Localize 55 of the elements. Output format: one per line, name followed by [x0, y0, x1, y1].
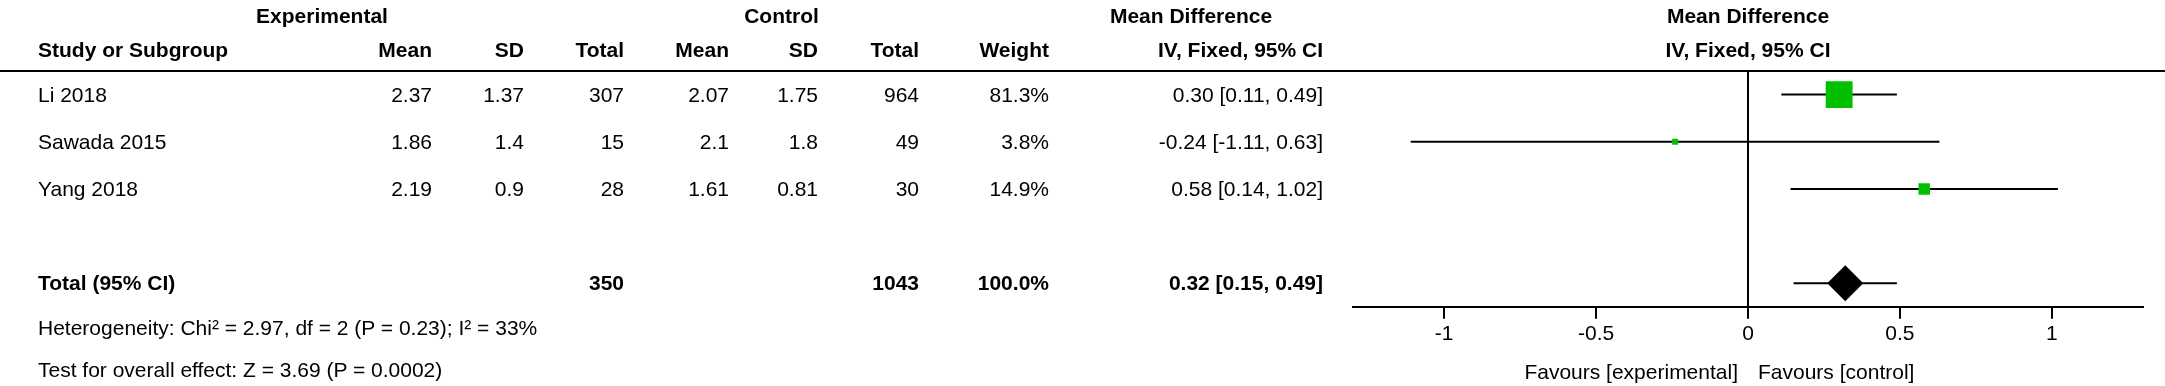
category-label: Li 2018: [38, 82, 107, 106]
text: Heterogeneity: Chi² = 2.97, df = 2 (P = 0.23); I² = 33%: [38, 316, 538, 341]
chart-title: Mean Difference: [1666, 4, 1830, 28]
text: 28: [600, 176, 624, 200]
category-label: IV, Fixed, 95% CI: [1158, 38, 1323, 62]
text: Favours [experimental]: [1524, 359, 1738, 383]
text: Control: [744, 4, 819, 28]
category-label: Total: [870, 38, 919, 62]
chart-subtitle: IV, Fixed, 95% CI: [1665, 38, 1831, 62]
text: 350: [588, 271, 624, 295]
text: 1.75: [777, 82, 818, 106]
x-tick-label: 0: [1742, 321, 1754, 345]
category-label: Sawada 2015: [38, 129, 167, 153]
text: 0.9: [494, 176, 524, 200]
text: 2.37: [391, 82, 432, 106]
category-label: Total: [575, 38, 624, 62]
x-tick-label: 0.5: [1885, 321, 1915, 345]
text: 964: [883, 82, 919, 106]
text: 30: [895, 176, 919, 200]
text: 14.9%: [989, 176, 1049, 200]
x-tick-label: 1: [2046, 321, 2058, 345]
text: -0.24 [-1.11, 0.63]: [1158, 129, 1323, 153]
text: 0.30 [0.11, 0.49]: [1172, 82, 1323, 106]
text: 307: [588, 82, 624, 106]
x-tick-label: -0.5: [1577, 321, 1615, 345]
text: 49: [895, 129, 919, 153]
text: 1.86: [391, 129, 432, 153]
text: 1.61: [688, 176, 729, 200]
category-label: Mean: [378, 38, 432, 62]
text: 2.07: [688, 82, 729, 106]
text: 81.3%: [989, 82, 1049, 106]
text: 3.8%: [1001, 129, 1049, 153]
text: Mean Difference: [1109, 4, 1273, 28]
category-label: Total (95% CI): [38, 271, 176, 295]
text: 1043: [872, 271, 919, 295]
text: 0.32 [0.15, 0.49]: [1168, 271, 1323, 295]
category-label: SD: [494, 38, 524, 62]
text: 100.0%: [977, 271, 1049, 295]
category-label: Weight: [979, 38, 1049, 62]
x-tick-label: -1: [1434, 321, 1454, 345]
category-label: SD: [788, 38, 818, 62]
text: 0.58 [0.14, 1.02]: [1171, 176, 1323, 200]
text: 15: [600, 129, 624, 153]
text: 0.81: [777, 176, 818, 200]
text: 2.1: [699, 129, 729, 153]
category-label: Mean: [675, 38, 729, 62]
text: 1.37: [483, 82, 524, 106]
text: Favours [control]: [1758, 359, 1915, 383]
category-label: Yang 2018: [38, 176, 139, 200]
text: Test for overall effect: Z = 3.69 (P = 0.0002): [38, 358, 443, 383]
text: 1.4: [494, 129, 524, 153]
text: Experimental: [256, 4, 388, 28]
text: 1.8: [788, 129, 818, 153]
category-label: Study or Subgroup: [38, 38, 229, 62]
text: 2.19: [391, 176, 432, 200]
